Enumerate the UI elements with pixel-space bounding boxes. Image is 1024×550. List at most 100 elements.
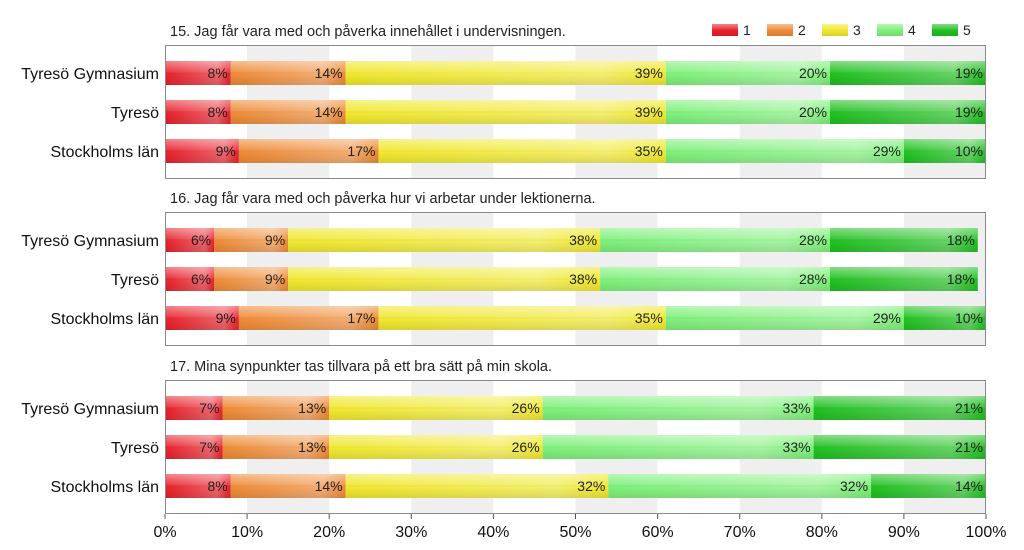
bar-gloss: [165, 100, 231, 124]
x-tick-label: 10%: [231, 524, 263, 541]
legend: 1 2 3 4 5: [712, 22, 971, 38]
data-label: 8%: [207, 104, 227, 120]
legend-item: 3: [822, 22, 861, 38]
category-label: Stockholms län: [51, 144, 160, 161]
data-label: 19%: [955, 65, 983, 81]
x-tick-label: 60%: [642, 524, 674, 541]
x-tick-label: 100%: [966, 524, 1007, 541]
data-label: 19%: [955, 104, 983, 120]
data-label: 9%: [216, 143, 236, 159]
bar-gloss: [329, 396, 543, 420]
bar-gloss: [230, 61, 346, 85]
bar-gloss: [600, 267, 831, 291]
category-label: Stockholms län: [51, 479, 160, 496]
data-label: 29%: [873, 310, 901, 326]
bar-gloss: [230, 100, 346, 124]
bar-gloss: [345, 100, 666, 124]
legend-swatch-gloss: [877, 24, 903, 36]
x-tick-label: 80%: [806, 524, 838, 541]
x-tick-label: 30%: [395, 524, 427, 541]
category-label: Tyresö Gymnasium: [21, 401, 159, 418]
category-label: Stockholms län: [51, 311, 160, 328]
panel-title: 17. Mina synpunkter tas tillvara på ett …: [170, 359, 552, 375]
bar-gloss: [608, 474, 872, 498]
bar-row: Tyresö 7% 13% 26% 33% 21%: [111, 435, 986, 459]
data-label: 6%: [191, 271, 211, 287]
data-label: 26%: [512, 400, 540, 416]
x-tick-label: 20%: [313, 524, 345, 541]
data-label: 18%: [947, 271, 975, 287]
data-label: 8%: [207, 478, 227, 494]
x-tick-label: 0%: [153, 524, 176, 541]
data-label: 8%: [207, 65, 227, 81]
bar-gloss: [600, 228, 831, 252]
data-label: 9%: [265, 271, 285, 287]
bar-gloss: [665, 61, 831, 85]
bar-gloss: [165, 435, 223, 459]
bar-gloss: [165, 267, 215, 291]
bar-gloss: [665, 306, 904, 330]
legend-label: 2: [798, 22, 806, 38]
data-label: 18%: [947, 232, 975, 248]
legend-label: 4: [908, 22, 916, 38]
bar-gloss: [378, 306, 666, 330]
data-label: 9%: [216, 310, 236, 326]
category-label: Tyresö: [111, 440, 159, 457]
data-label: 20%: [799, 104, 827, 120]
legend-swatch-gloss: [767, 24, 793, 36]
bar-row: Tyresö Gymnasium 7% 13% 26% 33% 21%: [21, 396, 986, 420]
legend-label: 1: [743, 22, 751, 38]
bar-gloss: [345, 474, 609, 498]
bar-gloss: [165, 474, 231, 498]
legend-swatch-gloss: [932, 24, 958, 36]
bar-row: Stockholms län 9% 17% 35% 29% 10%: [51, 139, 986, 163]
bar-gloss: [214, 267, 289, 291]
panel-title: 15. Jag får vara med och påverka innehål…: [170, 24, 566, 40]
bar-gloss: [345, 61, 666, 85]
data-label: 10%: [955, 310, 983, 326]
data-label: 13%: [298, 400, 326, 416]
data-label: 21%: [955, 439, 983, 455]
data-label: 6%: [191, 232, 211, 248]
bar-gloss: [230, 474, 346, 498]
bar-row: Tyresö Gymnasium 6% 9% 38% 28% 18%: [21, 228, 978, 252]
category-label: Tyresö: [111, 105, 159, 122]
data-label: 7%: [199, 400, 219, 416]
data-label: 14%: [315, 65, 343, 81]
legend-swatch-gloss: [822, 24, 848, 36]
bar-gloss: [871, 474, 986, 498]
x-tick-label: 50%: [559, 524, 591, 541]
data-label: 14%: [315, 478, 343, 494]
x-tick-label: 40%: [477, 524, 509, 541]
bar-gloss: [165, 306, 239, 330]
data-label: 29%: [873, 143, 901, 159]
x-tick-label: 70%: [724, 524, 756, 541]
panel-title: 16. Jag får vara med och påverka hur vi …: [170, 191, 596, 207]
bar-gloss: [665, 100, 831, 124]
panel-1: 15. Jag får vara med och påverka innehål…: [21, 24, 986, 179]
plot-frame: [165, 212, 986, 346]
data-label: 28%: [799, 232, 827, 248]
bar-gloss: [165, 139, 239, 163]
legend-item: 2: [767, 22, 806, 38]
legend-item: 4: [877, 22, 916, 38]
data-label: 17%: [347, 143, 375, 159]
data-label: 9%: [265, 232, 285, 248]
bar-gloss: [830, 100, 986, 124]
data-label: 20%: [799, 65, 827, 81]
data-label: 26%: [512, 439, 540, 455]
bar-gloss: [903, 306, 986, 330]
data-label: 33%: [783, 439, 811, 455]
bar-gloss: [542, 396, 814, 420]
panel-2: 16. Jag får vara med och påverka hur vi …: [21, 191, 986, 346]
data-label: 32%: [840, 478, 868, 494]
data-label: 35%: [635, 143, 663, 159]
bar-gloss: [165, 396, 223, 420]
bar-row: Stockholms län 9% 17% 35% 29% 10%: [51, 306, 986, 330]
bar-gloss: [165, 61, 231, 85]
data-label: 38%: [569, 271, 597, 287]
bar-gloss: [813, 396, 986, 420]
bar-gloss: [830, 267, 978, 291]
bar-row: Tyresö 6% 9% 38% 28% 18%: [111, 267, 978, 291]
